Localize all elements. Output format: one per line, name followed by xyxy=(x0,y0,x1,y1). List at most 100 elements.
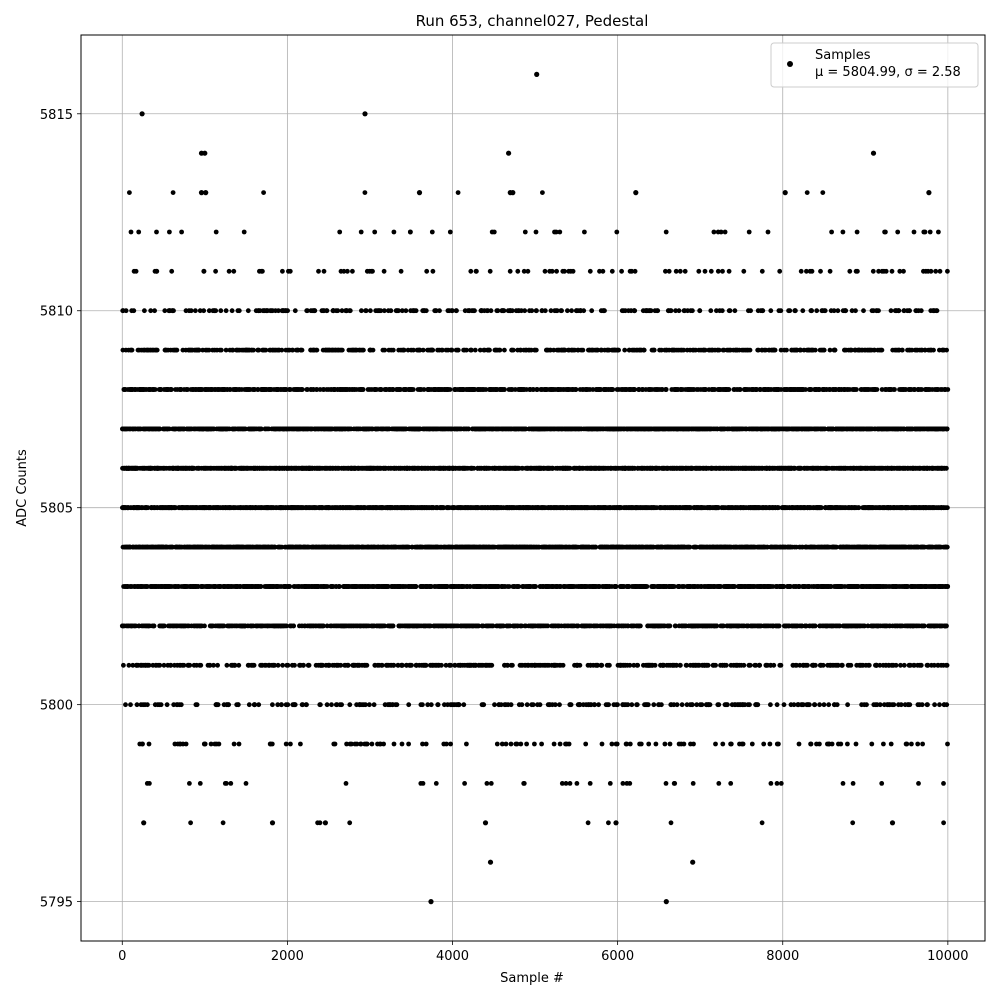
sample-point xyxy=(217,742,222,747)
sample-point xyxy=(392,230,397,235)
sample-point xyxy=(522,308,527,313)
sample-point xyxy=(430,230,435,235)
sample-point xyxy=(293,702,298,707)
sample-point xyxy=(346,663,351,668)
sample-point xyxy=(424,308,429,313)
sample-point xyxy=(184,742,189,747)
sample-point xyxy=(359,230,364,235)
sample-point xyxy=(232,742,237,747)
sample-point xyxy=(430,348,435,353)
sample-point xyxy=(389,308,394,313)
sample-point xyxy=(409,663,414,668)
sample-point xyxy=(382,348,387,353)
sample-point xyxy=(159,702,164,707)
sample-point xyxy=(502,387,507,392)
sample-point xyxy=(404,308,409,313)
sample-point xyxy=(189,308,194,313)
sample-point xyxy=(531,702,536,707)
sample-point xyxy=(179,702,184,707)
sample-point xyxy=(509,702,514,707)
sample-point xyxy=(518,742,523,747)
sample-point xyxy=(462,781,467,786)
sample-point xyxy=(228,781,233,786)
sample-point xyxy=(485,781,490,786)
sample-point xyxy=(340,348,345,353)
sample-point xyxy=(504,742,509,747)
sample-point xyxy=(226,702,231,707)
sample-point xyxy=(237,308,242,313)
sample-point xyxy=(421,781,426,786)
sample-point xyxy=(154,230,159,235)
sample-point xyxy=(225,663,230,668)
sample-point xyxy=(127,190,132,195)
sample-point xyxy=(368,308,373,313)
sample-point xyxy=(287,584,292,589)
sample-point xyxy=(187,663,192,668)
data-points xyxy=(120,72,950,904)
sample-point xyxy=(169,269,174,274)
sample-point xyxy=(429,702,434,707)
sample-point xyxy=(291,624,296,629)
sample-point xyxy=(434,781,439,786)
sample-point xyxy=(213,269,218,274)
sample-point xyxy=(175,348,180,353)
sample-point xyxy=(136,230,141,235)
sample-point xyxy=(456,190,461,195)
sample-point xyxy=(344,781,349,786)
sample-point xyxy=(288,742,293,747)
sample-point xyxy=(315,348,320,353)
sample-point xyxy=(219,348,224,353)
sample-point xyxy=(280,663,285,668)
sample-point xyxy=(361,387,366,392)
sample-point xyxy=(195,702,200,707)
sample-point xyxy=(214,230,219,235)
sample-point xyxy=(318,702,323,707)
sample-point xyxy=(522,781,527,786)
sample-point xyxy=(165,702,170,707)
sample-point xyxy=(279,702,284,707)
sample-point xyxy=(492,702,497,707)
sample-point xyxy=(421,348,426,353)
sample-point xyxy=(350,269,355,274)
sample-point xyxy=(130,348,135,353)
sample-point xyxy=(391,624,396,629)
sample-point xyxy=(399,269,404,274)
sample-point xyxy=(464,348,469,353)
sample-point xyxy=(448,230,453,235)
sample-point xyxy=(300,348,305,353)
sample-point xyxy=(510,663,515,668)
sample-point xyxy=(202,269,207,274)
sample-point xyxy=(457,702,462,707)
sample-point xyxy=(256,702,261,707)
sample-point xyxy=(155,348,160,353)
sample-point xyxy=(365,742,370,747)
sample-point xyxy=(171,308,176,313)
sample-point xyxy=(121,663,126,668)
sample-point xyxy=(431,269,436,274)
sample-point xyxy=(461,702,466,707)
sample-point xyxy=(367,702,372,707)
sample-point xyxy=(187,781,192,786)
sample-point xyxy=(424,269,429,274)
sample-point xyxy=(325,308,330,313)
sample-point xyxy=(171,190,176,195)
sample-point xyxy=(391,348,396,353)
sample-point xyxy=(454,308,459,313)
sample-point xyxy=(414,584,419,589)
sample-point xyxy=(270,702,275,707)
sample-point xyxy=(276,663,281,668)
sample-point xyxy=(237,742,242,747)
sample-point xyxy=(260,269,265,274)
sample-point xyxy=(236,663,241,668)
sample-point xyxy=(279,348,284,353)
sample-point xyxy=(307,663,312,668)
sample-point xyxy=(147,742,152,747)
sample-point xyxy=(515,269,520,274)
sample-point xyxy=(325,702,330,707)
sample-point xyxy=(364,308,369,313)
sample-point xyxy=(333,742,338,747)
sample-point xyxy=(448,742,453,747)
sample-point xyxy=(361,348,366,353)
sample-point xyxy=(481,702,486,707)
